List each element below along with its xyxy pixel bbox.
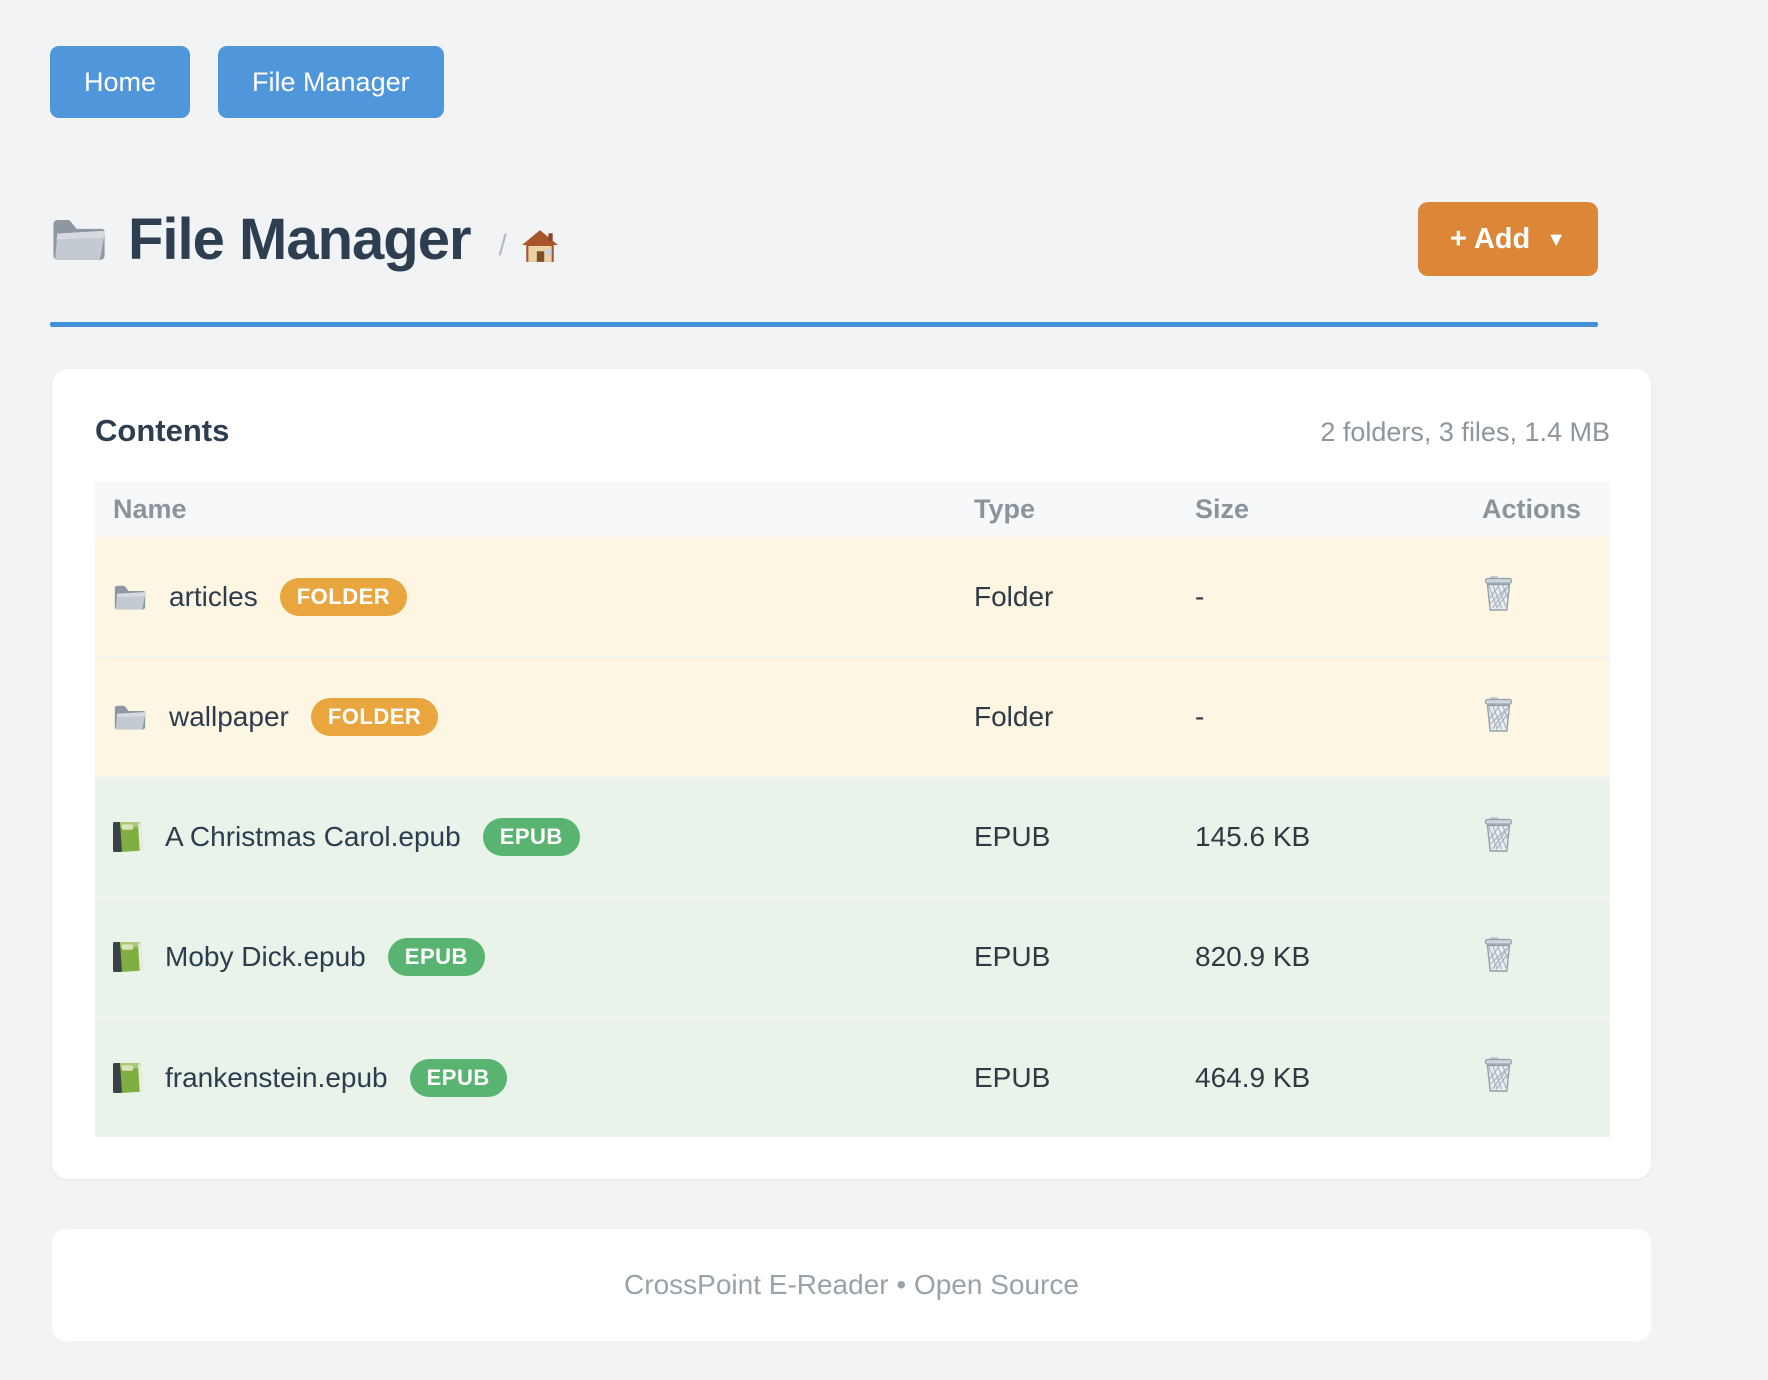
footer-text: CrossPoint E-Reader • Open Source bbox=[624, 1269, 1079, 1300]
contents-card: Contents 2 folders, 3 files, 1.4 MB Name… bbox=[52, 369, 1651, 1179]
trash-icon bbox=[1484, 575, 1513, 611]
column-header-type: Type bbox=[974, 481, 1195, 537]
caret-down-icon: ▼ bbox=[1546, 228, 1566, 251]
trash-icon bbox=[1484, 695, 1513, 732]
house-icon[interactable] bbox=[521, 229, 559, 263]
size-value: - bbox=[1195, 701, 1205, 732]
type-value: Folder bbox=[974, 701, 1054, 732]
type-value: EPUB bbox=[974, 1061, 1051, 1093]
table-header-row: Name Type Size Actions bbox=[95, 481, 1610, 537]
epub-badge: EPUB bbox=[482, 818, 580, 856]
folder-icon bbox=[114, 585, 146, 609]
folder-badge: FOLDER bbox=[310, 698, 439, 736]
delete-button[interactable] bbox=[1482, 1055, 1515, 1093]
column-header-name: Name bbox=[95, 481, 974, 537]
breadcrumb: / bbox=[499, 229, 559, 263]
trash-icon bbox=[1484, 815, 1513, 852]
table-row: A Christmas Carol.epub EPUB EPUB 145.6 K… bbox=[95, 777, 1610, 897]
column-header-size: Size bbox=[1195, 481, 1482, 537]
size-value: - bbox=[1195, 580, 1205, 612]
header-divider bbox=[50, 322, 1598, 327]
epub-book-icon bbox=[113, 942, 143, 972]
file-name-link[interactable]: frankenstein.epub bbox=[165, 1061, 388, 1093]
file-name-link[interactable]: Moby Dick.epub bbox=[165, 941, 366, 972]
add-button-label: + Add bbox=[1449, 222, 1531, 255]
table-row: frankenstein.epub EPUB EPUB 464.9 KB bbox=[95, 1017, 1610, 1137]
folder-name-link[interactable]: wallpaper bbox=[169, 701, 289, 732]
delete-button[interactable] bbox=[1482, 815, 1515, 853]
epub-book-icon bbox=[113, 822, 143, 852]
size-value: 145.6 KB bbox=[1195, 821, 1311, 852]
page-header: File Manager / + Add ▼ bbox=[50, 202, 1598, 276]
table-row: wallpaper FOLDER Folder - bbox=[95, 657, 1610, 777]
nav-file-manager-button[interactable]: File Manager bbox=[218, 46, 444, 118]
file-table: Name Type Size Actions articles FOLDER F… bbox=[95, 481, 1610, 1137]
delete-button[interactable] bbox=[1482, 574, 1515, 612]
trash-icon bbox=[1484, 1056, 1513, 1092]
type-value: Folder bbox=[974, 580, 1054, 612]
delete-button[interactable] bbox=[1482, 935, 1515, 973]
nav-home-button[interactable]: Home bbox=[50, 46, 191, 118]
trash-icon bbox=[1484, 935, 1513, 972]
file-name-link[interactable]: A Christmas Carol.epub bbox=[165, 821, 461, 852]
footer-card: CrossPoint E-Reader • Open Source bbox=[52, 1229, 1651, 1341]
breadcrumb-separator: / bbox=[498, 229, 507, 262]
folder-icon bbox=[53, 219, 105, 260]
epub-book-icon bbox=[113, 1062, 143, 1093]
column-header-actions: Actions bbox=[1482, 481, 1610, 537]
epub-badge: EPUB bbox=[409, 1058, 507, 1097]
size-value: 464.9 KB bbox=[1195, 1061, 1311, 1093]
contents-summary: 2 folders, 3 files, 1.4 MB bbox=[1320, 417, 1610, 447]
epub-badge: EPUB bbox=[387, 938, 485, 976]
contents-title: Contents bbox=[95, 413, 230, 448]
table-row: Moby Dick.epub EPUB EPUB 820.9 KB bbox=[95, 897, 1610, 1017]
add-dropdown-button[interactable]: + Add ▼ bbox=[1417, 202, 1598, 276]
folder-icon bbox=[114, 705, 146, 730]
top-nav: Home File Manager bbox=[0, 0, 1768, 118]
size-value: 820.9 KB bbox=[1195, 941, 1311, 972]
delete-button[interactable] bbox=[1482, 695, 1515, 733]
page-title: File Manager bbox=[128, 206, 472, 272]
type-value: EPUB bbox=[974, 821, 1051, 852]
type-value: EPUB bbox=[974, 941, 1051, 972]
folder-name-link[interactable]: articles bbox=[169, 580, 258, 612]
table-row: articles FOLDER Folder - bbox=[95, 537, 1610, 657]
folder-badge: FOLDER bbox=[279, 577, 408, 616]
